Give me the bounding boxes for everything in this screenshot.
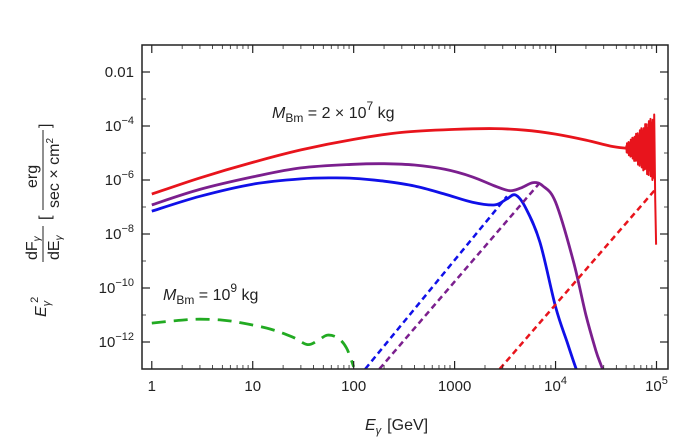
y-axis-label: Eγ2 dFγ dEγ [ erg sec × cm2 ]: [24, 124, 65, 317]
y-label-unit-den: sec × cm2: [45, 138, 63, 208]
series-line-1: [151, 127, 627, 196]
series-line-1-oscillation: [625, 113, 658, 245]
series-line-5: [378, 181, 541, 369]
y-label-bracket-open: [: [37, 215, 54, 220]
x-tick-label-2: 10: [244, 378, 261, 395]
x-tick-label-1: 1: [148, 378, 156, 395]
series-line-2: [151, 162, 605, 369]
y-tick-label-5: 10−4: [105, 115, 134, 135]
x-tick-label-6: 105: [645, 375, 668, 395]
annotation-mbm-2e7: MBm = 2 × 107 kg: [272, 99, 395, 125]
tick-layer: 1 10 100 1000 104 105 10−12 10−10 10−8 10−6 10−4 0.…: [99, 45, 668, 395]
y-tick-label-3: 10−8: [105, 223, 134, 243]
y-label-frac-num: dFγ: [24, 235, 43, 260]
annotation-mbm-1e9: MBm = 109 kg: [163, 281, 258, 307]
y-label-prefix: Eγ2: [29, 297, 53, 317]
series-line-3: [151, 176, 578, 369]
y-tick-label-2: 10−10: [99, 277, 134, 297]
y-tick-label-6: 0.01: [105, 64, 134, 81]
series-line-4: [364, 195, 508, 369]
y-tick-label-4: 10−6: [105, 169, 134, 189]
y-label-bracket-close: ]: [37, 124, 54, 128]
x-tick-label-4: 1000: [438, 378, 471, 395]
label-layer: Eγ [GeV] Eγ2 dFγ dEγ [ erg sec × cm2 ] MB…: [24, 99, 428, 437]
y-label-unit-num: erg: [24, 165, 41, 188]
series-line-7: [151, 317, 356, 368]
x-axis-label: Eγ [GeV]: [365, 417, 428, 437]
series-layer: [151, 113, 658, 369]
x-tick-label-3: 100: [341, 378, 366, 395]
y-label-frac-den: dEγ: [46, 234, 65, 260]
x-tick-label-5: 104: [544, 375, 567, 395]
y-tick-label-1: 10−12: [99, 331, 134, 351]
